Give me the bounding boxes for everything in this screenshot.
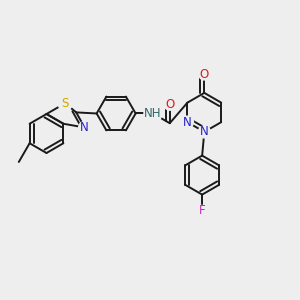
Circle shape: [182, 116, 194, 128]
Text: O: O: [200, 68, 209, 81]
Text: N: N: [200, 125, 209, 138]
Circle shape: [58, 96, 72, 110]
Text: NH: NH: [144, 107, 162, 120]
Circle shape: [144, 104, 162, 122]
Text: S: S: [61, 97, 69, 110]
Circle shape: [79, 122, 91, 134]
Circle shape: [164, 99, 175, 110]
Text: F: F: [199, 204, 206, 217]
Circle shape: [198, 126, 210, 138]
Circle shape: [199, 69, 210, 80]
Text: O: O: [165, 98, 174, 111]
Text: N: N: [183, 116, 192, 129]
Text: N: N: [80, 121, 89, 134]
Circle shape: [197, 206, 208, 216]
